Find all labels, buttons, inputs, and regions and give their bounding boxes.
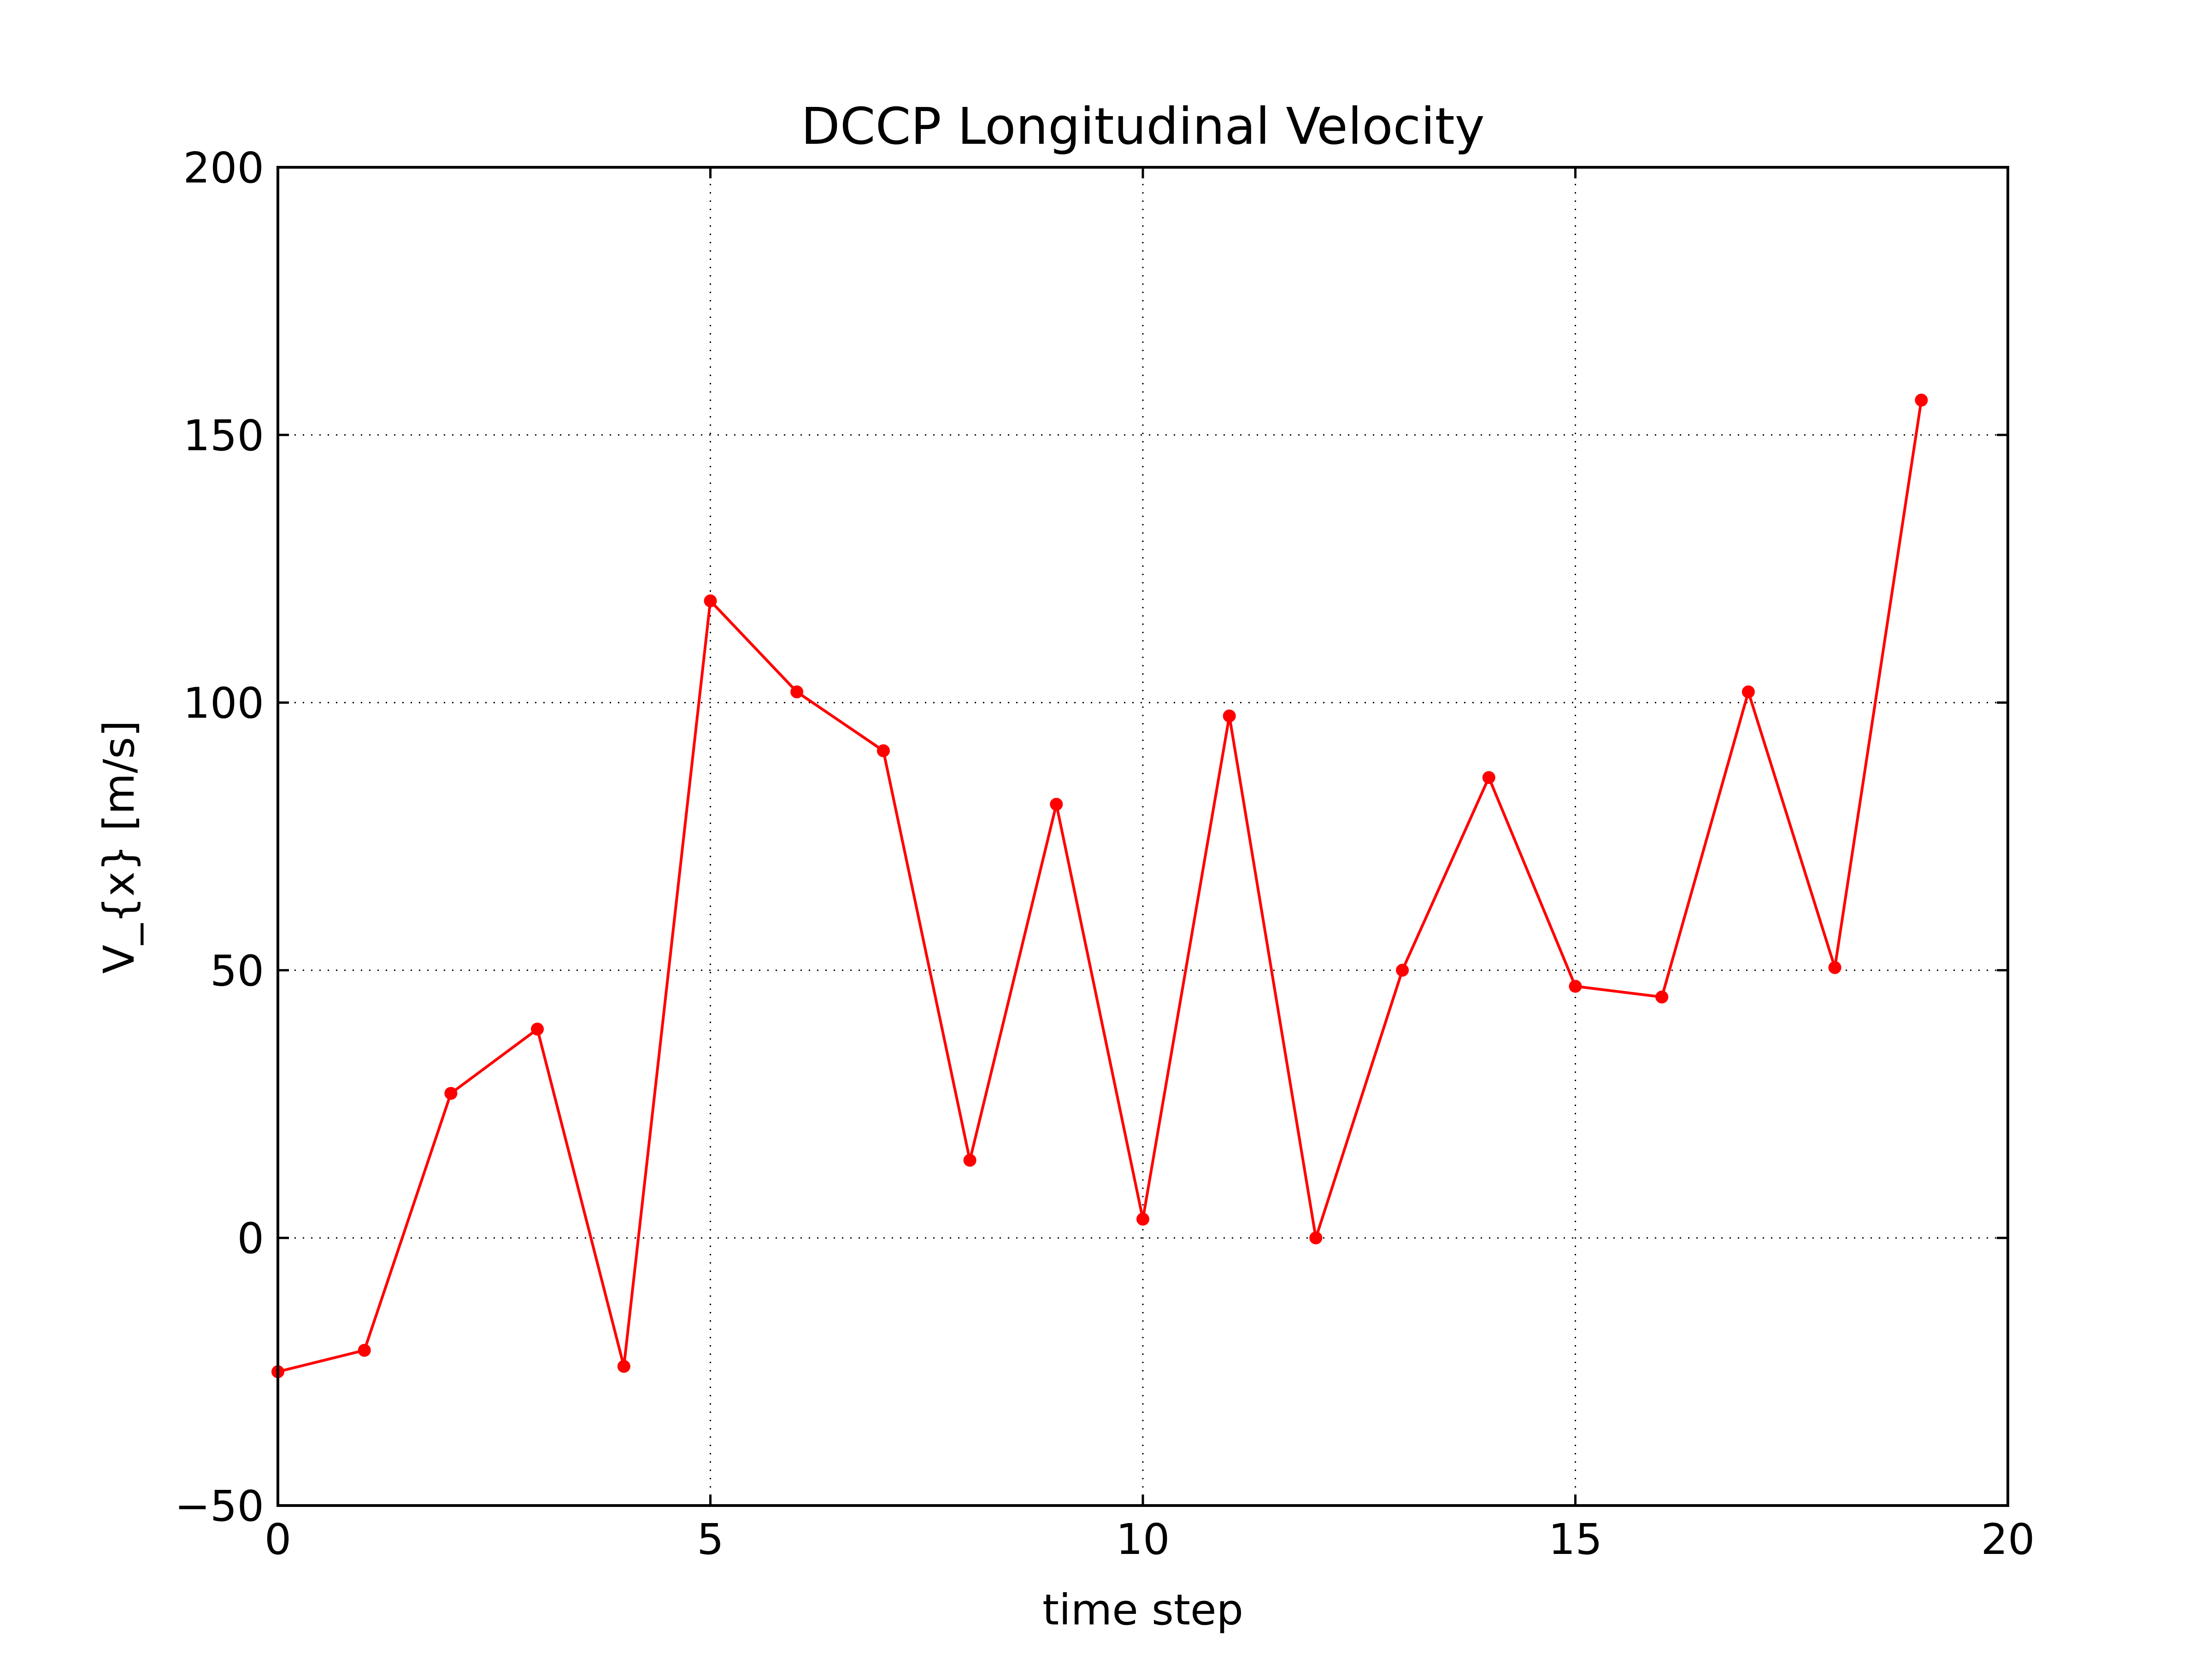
y-tick-label: 100 [183, 679, 264, 728]
y-tick-label: 0 [237, 1214, 264, 1263]
data-point [1309, 1231, 1323, 1245]
data-point [1741, 685, 1755, 699]
data-point [617, 1359, 630, 1373]
data-point [1915, 394, 1928, 407]
data-point [531, 1023, 544, 1036]
data-point [790, 685, 804, 699]
data-point [1050, 798, 1063, 811]
y-tick-label: 150 [183, 411, 264, 460]
x-axis-label: time step [1042, 1585, 1243, 1635]
x-tick-label: 10 [1116, 1515, 1170, 1564]
y-tick-label: 50 [210, 946, 264, 995]
series-line [277, 400, 1923, 1373]
data-point [1828, 961, 1841, 974]
x-tick-label: 0 [265, 1515, 292, 1564]
x-tick-label: 15 [1548, 1515, 1602, 1564]
data-point [1396, 964, 1409, 977]
x-tick-label: 20 [1981, 1515, 2035, 1564]
data-point [1655, 990, 1669, 1004]
data-point [444, 1087, 458, 1100]
data-series [271, 394, 1928, 1378]
data-point [1482, 771, 1495, 784]
data-point [877, 744, 890, 758]
data-point [358, 1344, 371, 1357]
y-tick-label: 200 [183, 143, 264, 193]
data-point [1223, 709, 1236, 723]
data-point [1569, 980, 1582, 993]
data-point [1136, 1212, 1149, 1226]
y-axis-label: V_{x} [m/s] [94, 720, 144, 974]
data-point [963, 1153, 977, 1167]
chart-title: DCCP Longitudinal Velocity [801, 97, 1485, 156]
y-tick-label: −50 [175, 1482, 264, 1531]
data-point [704, 594, 717, 607]
x-tick-label: 5 [697, 1515, 724, 1564]
